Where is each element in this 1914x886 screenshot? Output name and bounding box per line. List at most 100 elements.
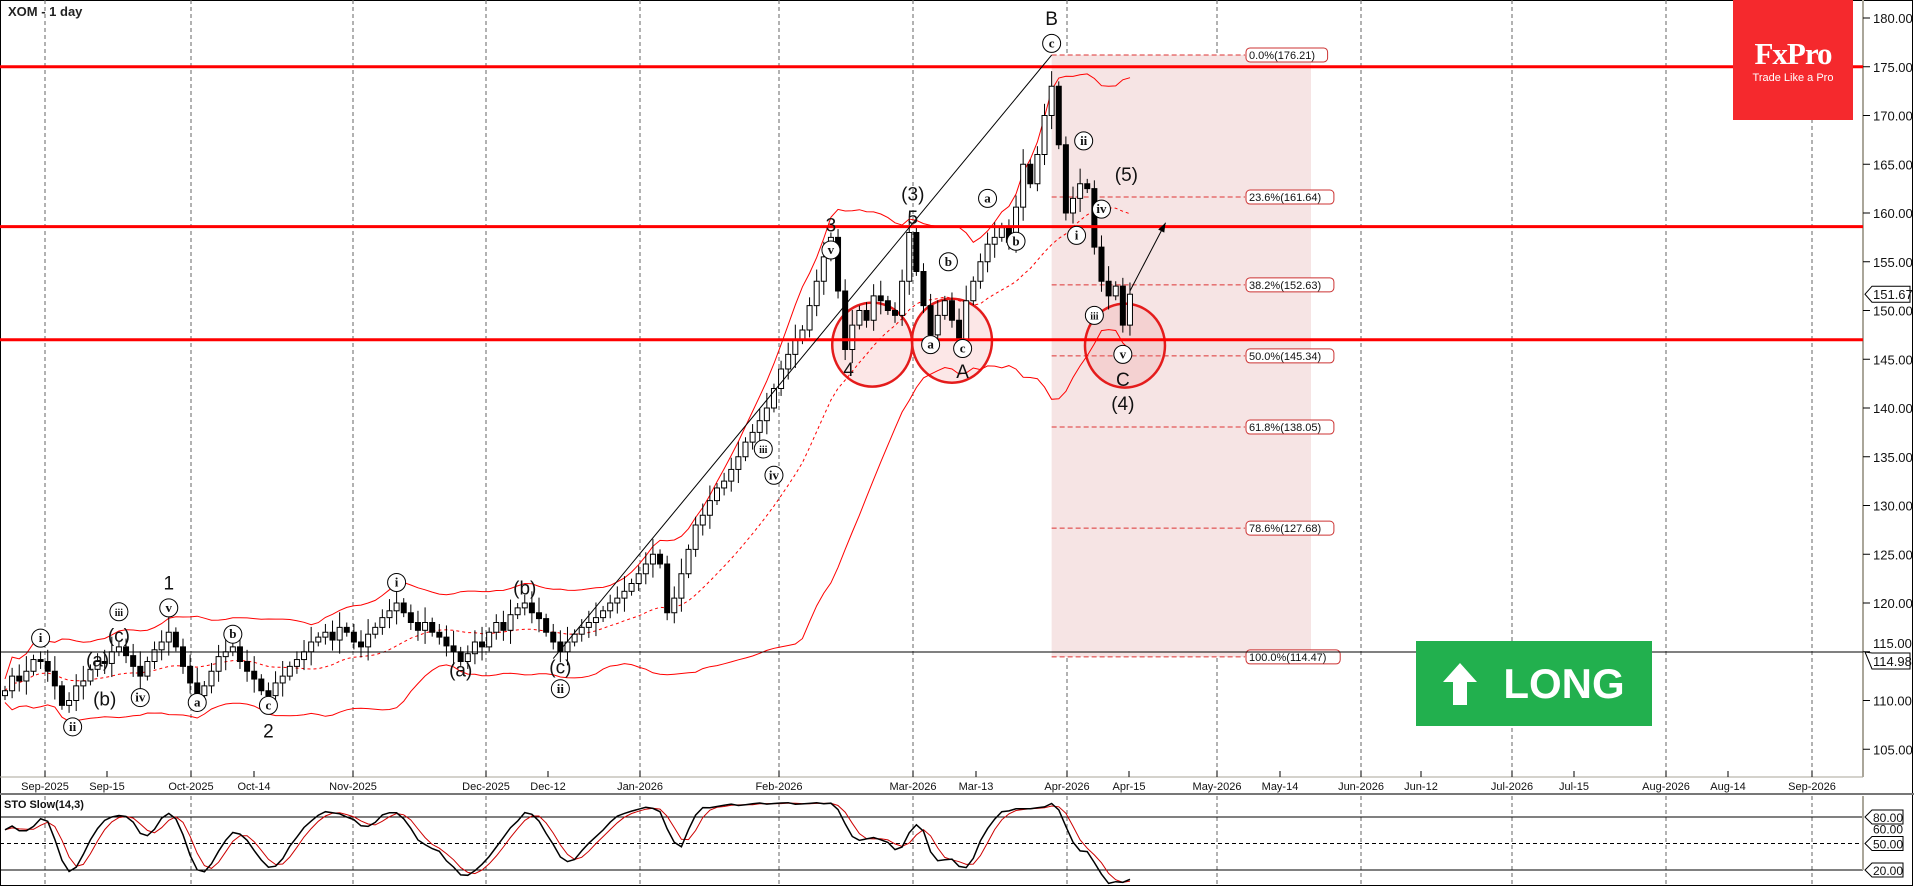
wave-label-circle — [978, 188, 998, 208]
candle-body — [550, 631, 557, 643]
wave-label: a — [984, 190, 991, 205]
wave-label-circle — [223, 624, 243, 644]
y-tick-label: 120.00 — [1873, 596, 1913, 611]
candle-body — [251, 670, 258, 680]
wave-label: A — [956, 362, 969, 383]
candle — [407, 604, 414, 630]
candle — [329, 620, 336, 651]
wave-label: v — [1120, 346, 1127, 361]
candle — [792, 324, 799, 368]
candle-body — [73, 685, 80, 701]
candle-body — [685, 548, 692, 575]
candle — [1126, 282, 1133, 336]
candle-body — [130, 655, 137, 667]
candle — [279, 661, 286, 697]
candle-body — [172, 631, 179, 648]
candle-body — [1055, 85, 1062, 146]
candle-body — [1112, 285, 1119, 297]
y-tick-label: 165.00 — [1873, 157, 1913, 172]
candle-body — [870, 295, 877, 321]
candle-body — [600, 610, 607, 619]
candle — [2, 685, 8, 701]
candle-body — [308, 641, 315, 653]
candle-body — [9, 675, 16, 692]
candle — [1112, 281, 1119, 301]
candle-body — [379, 617, 386, 628]
candle — [592, 602, 599, 637]
wave-label-circle — [764, 465, 784, 485]
candle-body — [58, 685, 65, 706]
candle — [101, 649, 108, 674]
candle-body — [322, 631, 329, 638]
candle-body — [785, 353, 792, 370]
candle — [58, 681, 65, 710]
candle-body — [407, 612, 414, 623]
x-tick-label: Jul-2026 — [1491, 781, 1533, 793]
wave-label-circle — [387, 573, 407, 593]
candle — [1041, 103, 1048, 166]
wave-label: (b) — [93, 690, 116, 711]
candle — [80, 665, 87, 700]
candle — [1098, 235, 1105, 292]
bollinger-lower — [4, 329, 1131, 722]
logo-tagline: Trade Like a Pro — [1752, 72, 1834, 84]
candle — [158, 630, 165, 661]
candle-body — [286, 665, 293, 677]
wave-label: iii — [759, 445, 768, 456]
candle — [215, 644, 222, 682]
candle — [550, 623, 557, 650]
candle-body — [1020, 163, 1027, 208]
candle — [678, 558, 685, 612]
candle-body — [628, 583, 635, 592]
candle — [1070, 186, 1076, 224]
candle — [471, 630, 478, 665]
candle — [714, 483, 720, 506]
wave-label: (a) — [449, 660, 472, 681]
wave-label-circle — [1006, 231, 1026, 251]
candle — [813, 269, 820, 317]
candle — [258, 674, 265, 696]
x-tick-label: Feb-2026 — [755, 781, 802, 793]
candle-body — [607, 602, 614, 612]
candle — [1091, 180, 1098, 255]
arrow-up-icon — [1443, 662, 1478, 705]
candle-body — [756, 420, 763, 433]
x-tick-label: Mar-2026 — [889, 781, 936, 793]
candle-body — [2, 690, 8, 697]
candle — [180, 638, 186, 674]
candle — [172, 627, 179, 652]
candle-body — [578, 626, 585, 635]
wave-label-circle — [953, 339, 973, 359]
candle-body — [536, 612, 542, 620]
candle-body — [948, 300, 955, 321]
candle — [970, 276, 977, 306]
candle — [244, 649, 251, 682]
x-tick-label: Nov-2025 — [329, 781, 377, 793]
candle-body — [792, 339, 799, 355]
candle — [1105, 266, 1112, 310]
candle — [1048, 71, 1055, 130]
x-tick-label: Dec-2025 — [462, 781, 510, 793]
candle — [948, 292, 955, 328]
candle-body — [956, 319, 963, 341]
candle-body — [642, 563, 649, 575]
candle — [464, 645, 471, 669]
candle-body — [678, 573, 685, 599]
candle — [1062, 136, 1069, 221]
last-price-label: 151.67 — [1873, 287, 1913, 302]
candle — [343, 622, 350, 637]
candle-body — [365, 633, 372, 648]
candle — [236, 638, 243, 669]
wave-label: b — [945, 254, 952, 269]
y-tick-label: 140.00 — [1873, 401, 1913, 416]
candle-body — [123, 646, 130, 657]
fib-level-box — [1245, 47, 1329, 63]
candle-body — [1105, 280, 1112, 297]
candle — [941, 295, 948, 320]
candle-body — [94, 661, 101, 670]
candle-body — [30, 659, 37, 672]
candle — [899, 269, 906, 326]
candle-body — [158, 641, 165, 651]
